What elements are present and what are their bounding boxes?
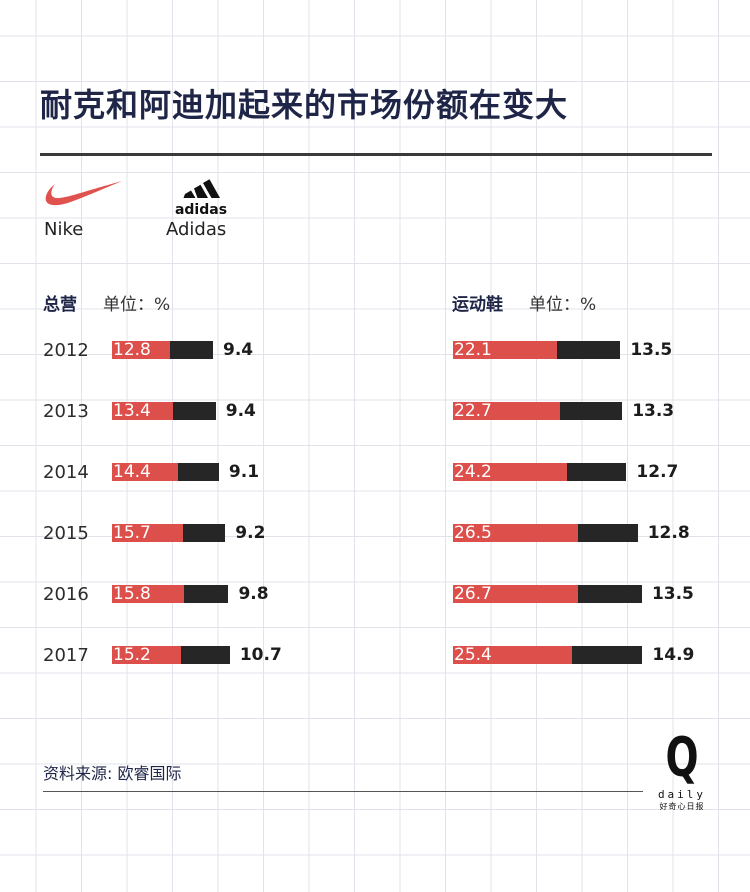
chart-title: 耐克和阿迪加起来的市场份额在变大 [40, 86, 569, 124]
bar-adidas-shoes-2014 [566, 463, 627, 481]
bar-adidas-total-2014 [177, 463, 219, 481]
bar-adidas-shoes-2015 [577, 524, 638, 542]
bar-adidas-shoes-2012 [556, 341, 621, 359]
qdaily-logo: Q daily 好奇心日报 [652, 730, 712, 812]
bar-nike-total-2017 [112, 646, 182, 664]
value-nike-total-2016: 15.8 [113, 584, 151, 604]
section-unit-shoes: 单位：% [529, 295, 597, 315]
legend-nike-label: Nike [44, 219, 84, 240]
bar-nike-total-2016 [112, 585, 184, 603]
year-label-2015: 2015 [43, 523, 89, 544]
value-adidas-total-2012: 9.4 [223, 340, 254, 360]
qdaily-logo-cn: 好奇心日报 [659, 802, 705, 811]
value-nike-total-2017: 15.2 [113, 645, 151, 665]
source-note: 资料来源: 欧睿国际 [43, 764, 182, 783]
bar-nike-total-2012 [112, 341, 171, 359]
year-label-2012: 2012 [43, 340, 89, 361]
value-nike-shoes-2013: 22.7 [454, 401, 492, 421]
bar-nike-shoes-2015 [453, 524, 578, 542]
bar-adidas-total-2017 [181, 646, 230, 664]
qdaily-logo-word: daily [657, 788, 707, 801]
value-nike-shoes-2012: 22.1 [454, 340, 492, 360]
section-header-total: 总营 单位：% [43, 290, 170, 315]
bar-nike-shoes-2013 [453, 402, 560, 420]
value-nike-total-2014: 14.4 [113, 462, 151, 482]
value-adidas-total-2017: 10.7 [239, 645, 282, 665]
bar-adidas-shoes-2016 [578, 585, 642, 603]
section-header-shoes: 运动鞋 单位：% [452, 290, 596, 315]
title-divider [40, 153, 712, 156]
bar-adidas-shoes-2017 [572, 646, 643, 664]
section-title-total: 总营 [43, 295, 77, 315]
value-nike-shoes-2016: 26.7 [454, 584, 492, 604]
bar-nike-shoes-2016 [453, 585, 579, 603]
footer-divider [43, 791, 643, 792]
value-adidas-shoes-2012: 13.5 [630, 340, 673, 360]
value-adidas-total-2015: 9.2 [235, 523, 266, 543]
value-adidas-shoes-2015: 12.8 [647, 523, 690, 543]
year-label-2016: 2016 [43, 584, 89, 605]
year-label-2014: 2014 [43, 462, 89, 483]
legend-adidas-label: Adidas [166, 219, 227, 240]
bar-adidas-total-2012 [170, 341, 213, 359]
value-nike-shoes-2017: 25.4 [454, 645, 492, 665]
value-adidas-total-2016: 9.8 [238, 584, 269, 604]
bar-nike-shoes-2012 [453, 341, 557, 359]
value-adidas-total-2014: 9.1 [228, 462, 260, 482]
value-adidas-shoes-2013: 13.3 [632, 401, 675, 421]
value-nike-shoes-2015: 26.5 [454, 523, 492, 543]
qdaily-logo-mark: Q [665, 726, 699, 789]
value-adidas-shoes-2016: 13.5 [651, 584, 694, 604]
bar-adidas-total-2016 [183, 585, 229, 603]
year-label-2017: 2017 [43, 645, 89, 666]
value-nike-shoes-2014: 24.2 [454, 462, 492, 482]
value-nike-total-2013: 13.4 [113, 401, 151, 421]
bar-nike-total-2015 [112, 524, 184, 542]
section-title-shoes: 运动鞋 [452, 295, 503, 315]
bar-nike-shoes-2017 [453, 646, 573, 664]
bar-nike-shoes-2014 [453, 463, 567, 481]
value-adidas-total-2013: 9.4 [225, 401, 256, 421]
nike-swoosh-icon [45, 181, 123, 206]
value-nike-total-2015: 15.7 [113, 523, 151, 543]
bar-adidas-total-2015 [183, 524, 226, 542]
year-label-2013: 2013 [43, 401, 89, 422]
value-adidas-shoes-2014: 12.7 [636, 462, 679, 482]
section-unit-total: 单位：% [103, 295, 171, 315]
adidas-logo-icon: adidas [175, 179, 227, 216]
adidas-logo-text: adidas [175, 202, 227, 216]
bar-adidas-shoes-2013 [559, 402, 623, 420]
bar-adidas-total-2013 [172, 402, 216, 420]
value-adidas-shoes-2017: 14.9 [652, 645, 695, 665]
value-nike-total-2012: 12.8 [113, 340, 151, 360]
bar-nike-total-2013 [112, 402, 173, 420]
bar-nike-total-2014 [112, 463, 178, 481]
